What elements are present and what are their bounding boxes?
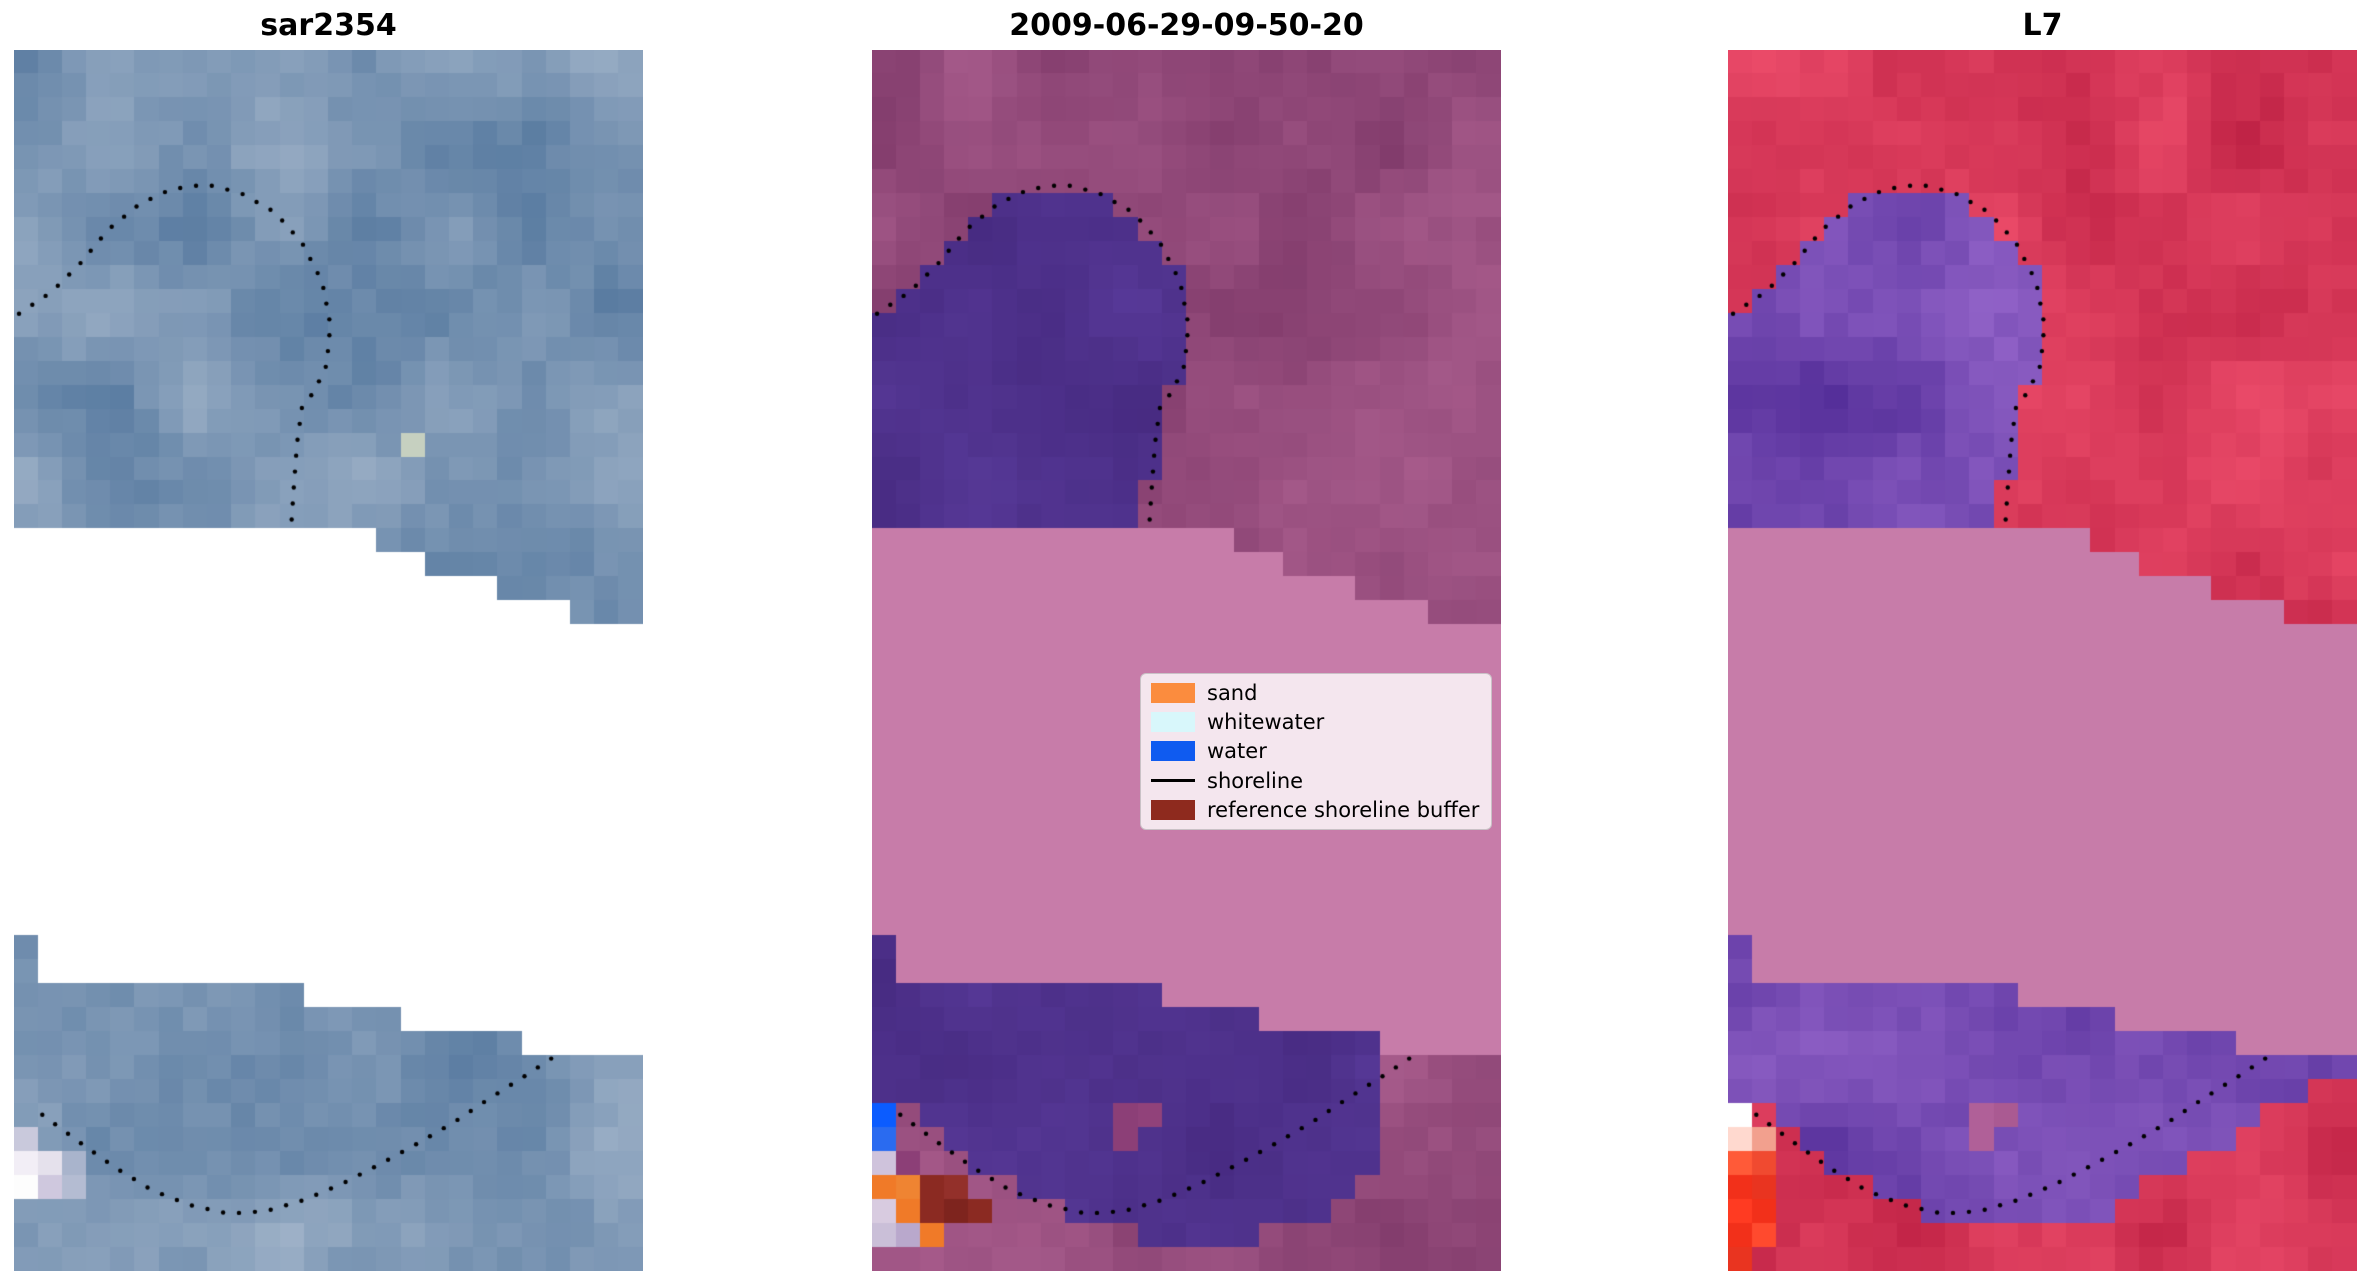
panel-title-l7: L7: [2022, 8, 2063, 43]
legend-entry-water: water: [1151, 737, 1481, 765]
water-swatch: [1151, 741, 1195, 762]
legend-label-shoreline: shoreline: [1207, 768, 1304, 793]
whitewater-swatch: [1151, 712, 1195, 733]
panel-title-sar2354: sar2354: [260, 8, 397, 43]
legend-label-reference-buffer: reference shoreline buffer: [1207, 797, 1480, 822]
classified-image-canvas: [872, 50, 1501, 1271]
legend-entry-sand: sand: [1151, 679, 1481, 707]
legend-entry-reference-buffer: reference shoreline buffer: [1151, 796, 1481, 824]
panel-l7: [1728, 50, 2357, 1275]
legend: sand whitewater water shoreline referenc…: [1140, 673, 1492, 830]
sar-image-canvas: [14, 50, 643, 1271]
reference-buffer-swatch: [1151, 799, 1195, 820]
legend-label-sand: sand: [1207, 681, 1258, 706]
panel-title-date: 2009-06-29-09-50-20: [1009, 8, 1364, 43]
legend-label-whitewater: whitewater: [1207, 710, 1325, 735]
panel-classified-2009-06-29: [872, 50, 1501, 1275]
legend-entry-whitewater: whitewater: [1151, 708, 1481, 736]
sand-swatch: [1151, 683, 1195, 704]
panel-sar2354: [14, 50, 643, 1275]
legend-entry-shoreline: shoreline: [1151, 767, 1481, 795]
l7-image-canvas: [1728, 50, 2357, 1271]
shoreline-line-swatch: [1151, 779, 1195, 783]
legend-label-water: water: [1207, 739, 1267, 764]
